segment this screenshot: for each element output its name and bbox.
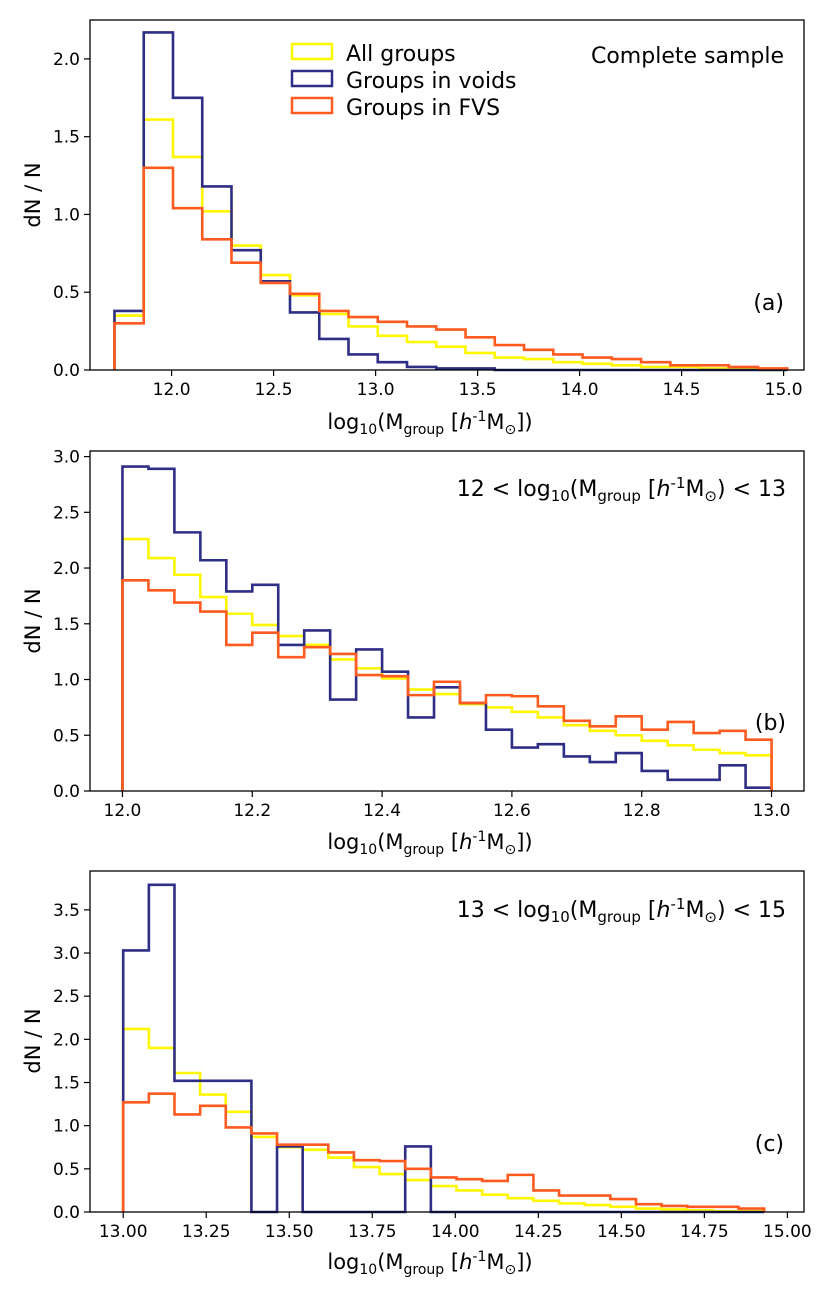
panel-a-xlabel: log10(Mgroup [h-1M⊙]) xyxy=(327,409,532,438)
panel-a-xtick-label: 13.5 xyxy=(459,380,497,400)
legend-swatch-voids xyxy=(290,69,334,88)
panel-a-ytick-label: 0.0 xyxy=(53,361,80,381)
panel-a-ytick-label: 1.0 xyxy=(53,205,80,225)
panel-b-series-voids xyxy=(121,465,773,791)
panel-b-frame xyxy=(89,450,805,792)
panel-a-xtick-label: 12.0 xyxy=(153,380,191,400)
panel-a-label: (a) xyxy=(753,291,784,316)
panel-b-series-all xyxy=(121,537,773,791)
panel-a-series-fvs xyxy=(113,166,789,370)
panel-c-xtick-label: 13.25 xyxy=(182,1222,231,1242)
panel-c-ytick-label: 3.5 xyxy=(53,901,80,921)
panel-c-xtick-label: 15.00 xyxy=(763,1222,812,1242)
panel-c-ytick-label: 0.0 xyxy=(53,1203,80,1223)
panel-b-ytick-label: 0.5 xyxy=(53,726,80,746)
panel-c-label: (c) xyxy=(755,1132,784,1157)
panel-c-xlabel: log10(Mgroup [h-1M⊙]) xyxy=(327,1249,532,1278)
panel-a-xtick-label: 12.5 xyxy=(255,380,293,400)
panel-c-ytick-label: 2.0 xyxy=(53,1030,80,1050)
panel-c-xtick-label: 14.25 xyxy=(514,1222,563,1242)
legend-label-fvs: Groups in FVS xyxy=(346,96,500,121)
panel-a-corner-title: Complete sample xyxy=(591,44,784,69)
panel-b-corner-title: 12 < log10(Mgroup [h-1M⊙) < 13 xyxy=(457,474,786,505)
panel-c-ytick-label: 1.5 xyxy=(53,1074,80,1094)
panel-a-xtick-label: 14.0 xyxy=(561,380,599,400)
panel-b-xtick-label: 12.0 xyxy=(104,801,142,821)
panel-c-corner-title: 13 < log10(Mgroup [h-1M⊙) < 15 xyxy=(457,895,786,926)
panel-c-xtick-label: 14.75 xyxy=(680,1222,729,1242)
panel-b-xtick-label: 12.4 xyxy=(363,801,401,821)
panel-c-frame xyxy=(89,870,805,1213)
panel-b-xtick-label: 13.0 xyxy=(753,801,791,821)
panel-b-series-fvs xyxy=(121,579,773,791)
panel-c-ytick-label: 3.0 xyxy=(53,944,80,964)
panel-a-xtick-label: 14.5 xyxy=(663,380,701,400)
legend-swatch-fvs xyxy=(290,96,334,115)
panel-c-ylabel: dN / N xyxy=(21,1008,45,1073)
panel-c-series-all xyxy=(121,1027,766,1213)
panel-a: 12.0 12.5 13.0 13.5 14.0 14.5 15.0 0.0 0.5 1.0 1.5… xyxy=(21,19,805,438)
panel-b-ylabel: dN / N xyxy=(21,588,45,653)
panel-a-ytick-label: 2.0 xyxy=(53,50,80,70)
panel-c-xtick-label: 14.50 xyxy=(597,1222,646,1242)
panel-b-xlabel: log10(Mgroup [h-1M⊙]) xyxy=(327,829,532,858)
panel-c-xtick-label: 13.75 xyxy=(348,1222,397,1242)
panel-a-ytick-label: 0.5 xyxy=(53,283,80,303)
legend-label-voids: Groups in voids xyxy=(346,69,517,94)
panel-c-series-fvs xyxy=(121,1092,766,1212)
panel-b-xtick-label: 12.2 xyxy=(233,801,271,821)
panel-b-xtick-label: 12.6 xyxy=(493,801,531,821)
panel-c-ytick-label: 1.0 xyxy=(53,1117,80,1137)
panel-b-ytick-label: 2.5 xyxy=(53,503,80,523)
panel-b-label: (b) xyxy=(755,711,786,736)
panel-b-ytick-label: 1.5 xyxy=(53,615,80,635)
panel-b: 12.0 12.2 12.4 12.6 12.8 13.0 0.0 0.5 1.0 1.5 2.0 2… xyxy=(21,448,805,858)
panel-c-series-voids xyxy=(121,883,765,1214)
panel-c-ytick-label: 0.5 xyxy=(53,1160,80,1180)
panel-c-ytick-label: 2.5 xyxy=(53,987,80,1007)
panel-a-xtick-label: 15.0 xyxy=(765,380,803,400)
panel-a-ytick-label: 1.5 xyxy=(53,128,80,148)
panel-a-ylabel: dN / N xyxy=(21,162,45,227)
legend-label-all: All groups xyxy=(346,42,456,67)
panel-c-xtick-label: 14.00 xyxy=(431,1222,480,1242)
panel-c: 13.00 13.25 13.50 13.75 14.00 14.25 14.50 14.75… xyxy=(21,870,812,1278)
legend: All groups Groups in voids Groups in FVS xyxy=(290,42,517,121)
panel-a-series-all xyxy=(113,118,788,372)
panel-c-xtick-label: 13.50 xyxy=(265,1222,314,1242)
panel-b-ytick-label: 3.0 xyxy=(53,448,80,468)
panel-b-ytick-label: 2.0 xyxy=(53,559,80,579)
legend-swatch-all xyxy=(290,42,334,61)
panel-a-frame xyxy=(89,19,805,371)
panel-b-ytick-label: 0.0 xyxy=(53,782,80,802)
panel-b-xtick-label: 12.8 xyxy=(623,801,661,821)
panel-b-ytick-label: 1.0 xyxy=(53,671,80,691)
panel-a-xtick-label: 13.0 xyxy=(357,380,395,400)
panel-c-xtick-label: 13.00 xyxy=(99,1222,148,1242)
